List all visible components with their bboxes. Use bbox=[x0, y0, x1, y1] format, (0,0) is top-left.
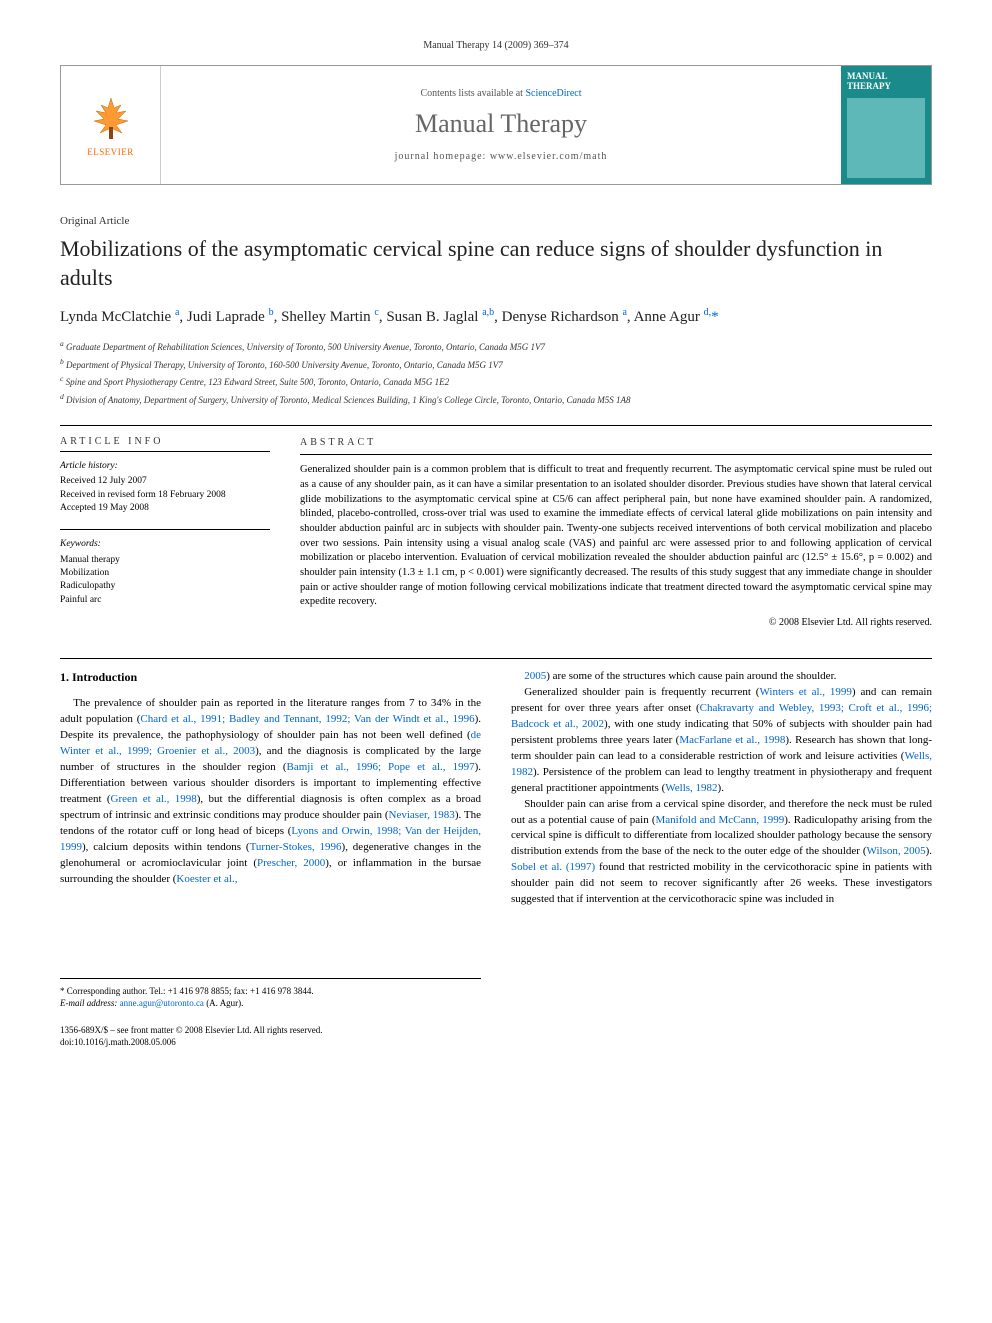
journal-cover: MANUAL THERAPY bbox=[841, 66, 931, 184]
received-date: Received 12 July 2007 bbox=[60, 475, 270, 488]
corresponding-author-text: * Corresponding author. Tel.: +1 416 978… bbox=[60, 985, 481, 998]
affiliation-line: a Graduate Department of Rehabilitation … bbox=[60, 338, 932, 355]
affiliation-line: c Spine and Sport Physiotherapy Centre, … bbox=[60, 373, 932, 390]
accepted-date: Accepted 19 May 2008 bbox=[60, 502, 270, 515]
contents-prefix: Contents lists available at bbox=[420, 88, 525, 99]
contents-available: Contents lists available at ScienceDirec… bbox=[420, 88, 581, 99]
body-paragraph: Generalized shoulder pain is frequently … bbox=[511, 685, 932, 797]
publisher-name: ELSEVIER bbox=[87, 147, 134, 157]
issn-line: 1356-689X/$ – see front matter © 2008 El… bbox=[60, 1024, 932, 1037]
divider bbox=[60, 425, 932, 426]
article-title: Mobilizations of the asymptomatic cervic… bbox=[60, 235, 932, 292]
keywords-block: Keywords: Manual therapyMobilizationRadi… bbox=[60, 538, 270, 606]
abstract-label: ABSTRACT bbox=[300, 436, 932, 450]
authors-list: Lynda McClatchie a, Judi Laprade b, Shel… bbox=[60, 306, 932, 328]
body-column-left: 1. Introduction The prevalence of should… bbox=[60, 669, 481, 1010]
divider bbox=[300, 454, 932, 455]
abstract-text: Generalized shoulder pain is a common pr… bbox=[300, 463, 932, 610]
corresponding-email-link[interactable]: anne.agur@utoronto.ca bbox=[120, 998, 204, 1008]
article-info-label: ARTICLE INFO bbox=[60, 436, 270, 447]
affiliation-line: d Division of Anatomy, Department of Sur… bbox=[60, 391, 932, 408]
email-label: E-mail address: bbox=[60, 998, 117, 1008]
masthead: ELSEVIER Contents lists available at Sci… bbox=[60, 65, 932, 185]
masthead-center: Contents lists available at ScienceDirec… bbox=[161, 66, 841, 184]
body-columns: 1. Introduction The prevalence of should… bbox=[60, 669, 932, 1010]
sciencedirect-link[interactable]: ScienceDirect bbox=[525, 88, 581, 99]
history-block: Article history: Received 12 July 2007 R… bbox=[60, 460, 270, 515]
keyword: Mobilization bbox=[60, 567, 270, 580]
keyword: Painful arc bbox=[60, 594, 270, 607]
article-type: Original Article bbox=[60, 215, 932, 227]
history-label: Article history: bbox=[60, 460, 270, 473]
cover-title: MANUAL THERAPY bbox=[847, 72, 925, 92]
publisher-logo-block: ELSEVIER bbox=[61, 66, 161, 184]
corresponding-author-footnote: * Corresponding author. Tel.: +1 416 978… bbox=[60, 978, 481, 1010]
journal-name: Manual Therapy bbox=[415, 109, 587, 139]
keyword: Radiculopathy bbox=[60, 580, 270, 593]
body-paragraph: 2005) are some of the structures which c… bbox=[511, 669, 932, 685]
section-heading: 1. Introduction bbox=[60, 669, 481, 686]
body-paragraph: Shoulder pain can arise from a cervical … bbox=[511, 797, 932, 909]
affiliation-line: b Department of Physical Therapy, Univer… bbox=[60, 356, 932, 373]
cover-image-placeholder bbox=[847, 98, 925, 178]
homepage-url: www.elsevier.com/math bbox=[490, 151, 608, 162]
copyright-line: © 2008 Elsevier Ltd. All rights reserved… bbox=[300, 616, 932, 630]
affiliations: a Graduate Department of Rehabilitation … bbox=[60, 338, 932, 407]
abstract-column: ABSTRACT Generalized shoulder pain is a … bbox=[300, 436, 932, 630]
keyword: Manual therapy bbox=[60, 554, 270, 567]
homepage-prefix: journal homepage: bbox=[395, 151, 490, 162]
divider bbox=[60, 658, 932, 659]
body-paragraph: The prevalence of shoulder pain as repor… bbox=[60, 696, 481, 887]
journal-homepage: journal homepage: www.elsevier.com/math bbox=[395, 151, 608, 162]
divider bbox=[60, 451, 270, 452]
running-header: Manual Therapy 14 (2009) 369–374 bbox=[60, 40, 932, 51]
divider bbox=[60, 529, 270, 530]
keywords-label: Keywords: bbox=[60, 538, 270, 551]
article-info-column: ARTICLE INFO Article history: Received 1… bbox=[60, 436, 270, 630]
body-column-right: 2005) are some of the structures which c… bbox=[511, 669, 932, 1010]
footer-publication-info: 1356-689X/$ – see front matter © 2008 El… bbox=[60, 1024, 932, 1049]
elsevier-tree-icon bbox=[86, 93, 136, 143]
doi-line: doi:10.1016/j.math.2008.05.006 bbox=[60, 1036, 932, 1049]
email-suffix: (A. Agur). bbox=[206, 998, 243, 1008]
revised-date: Received in revised form 18 February 200… bbox=[60, 489, 270, 502]
